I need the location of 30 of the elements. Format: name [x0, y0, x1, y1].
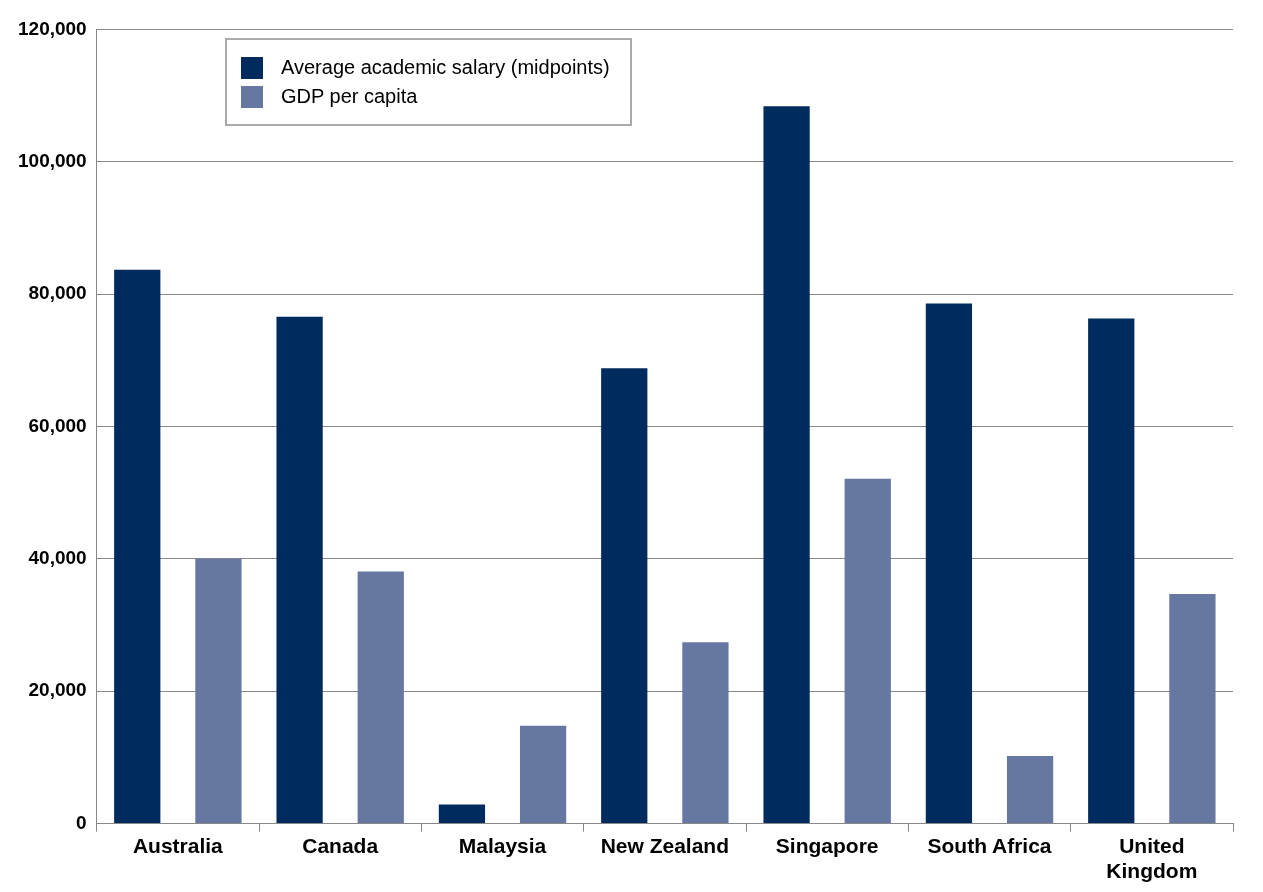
y-tick-label: 40,000	[28, 547, 87, 569]
bar	[519, 725, 567, 824]
bar	[114, 269, 161, 824]
bar	[925, 303, 973, 824]
x-tick-label: South Africa	[927, 834, 1052, 857]
legend-label: Average academic salary (midpoints)	[281, 56, 610, 79]
bar	[1088, 318, 1135, 824]
x-tick-label: Canada	[302, 834, 379, 857]
x-tick-label: New Zealand	[600, 834, 730, 857]
legend-label: GDP per capita	[281, 85, 418, 108]
bar	[844, 478, 891, 824]
bar	[357, 571, 404, 824]
y-tick-label: 100,000	[17, 150, 87, 171]
x-tick-label: Australia	[132, 834, 224, 857]
y-tick-label: 60,000	[28, 414, 87, 436]
bar	[763, 106, 810, 824]
bar	[1006, 756, 1054, 824]
y-tick-label: 0	[76, 811, 87, 833]
x-tick-label: United Kingdom	[1106, 834, 1198, 883]
x-tick-label: Malaysia	[458, 834, 547, 857]
y-tick-label: 20,000	[28, 679, 87, 701]
bar	[1169, 593, 1216, 824]
bar	[601, 368, 648, 824]
y-tick-label: 80,000	[28, 282, 87, 304]
y-tick-label: 120,000	[17, 17, 87, 39]
bar	[195, 558, 242, 824]
x-tick-label: Singapore	[775, 834, 879, 857]
bar	[682, 642, 729, 824]
bar	[276, 316, 323, 824]
bar	[438, 804, 486, 824]
